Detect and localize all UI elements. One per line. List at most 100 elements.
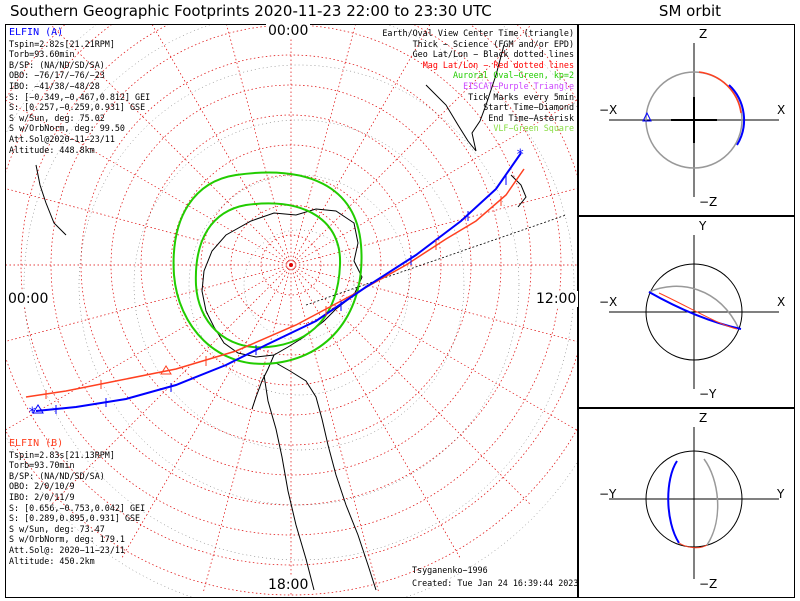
mag-lon-line	[6, 264, 292, 342]
mag-lon-line	[152, 25, 292, 266]
geo-lat-circle	[133, 119, 465, 451]
mag-lon-line	[226, 25, 292, 266]
geo-lat-circle	[78, 64, 520, 506]
elfin-a-line: Att.Sol@2020−11−23/11	[9, 133, 115, 144]
elfin-a-line: Torb=93.60min	[9, 49, 75, 60]
orbit-xz-elfin-a	[728, 84, 746, 146]
mag-lon-line	[290, 25, 532, 266]
elfin-a-line: S w/Sun, deg: 75.02	[9, 112, 105, 123]
orbit2-right: X	[777, 295, 786, 309]
orbit-xy-elfin-a	[648, 291, 742, 330]
elfin-a-header: ELFIN (A)	[9, 27, 64, 38]
clock-label-bottom: 18:00	[266, 577, 311, 593]
auroral-ovals	[172, 171, 363, 365]
mag-lat-circle	[80, 54, 502, 476]
south-america-west	[263, 374, 315, 591]
africa-coast	[35, 164, 67, 236]
mag-lat-circle	[20, 25, 562, 536]
orbit1-bottom: −Z	[699, 195, 718, 209]
mag-lon-line	[290, 264, 577, 342]
mag-lon-line	[202, 264, 292, 594]
orbit-xz-elfin-b	[698, 71, 742, 114]
page-title: Southern Geographic Footprints 2020-11-2…	[10, 2, 492, 20]
geo-latlon-grid	[6, 25, 577, 597]
footprint-map-frame: * * 00:00 00:00 12:00 18:00 ELFIN (A) Ts…	[5, 23, 579, 598]
elfin-a-track	[35, 152, 522, 412]
elfin-b-line: Torb=93.70min	[9, 460, 75, 471]
elfin-b-line: S: [0.656,−0.753,0.042] GEI	[9, 502, 146, 513]
elfin-a-line: S: [−0.349,−0.467,0.812] GEI	[9, 91, 151, 102]
legend-item: Thick − Science (FGM and/or EPD)	[412, 38, 574, 49]
south-america-coast	[275, 362, 377, 591]
orbit3-top: Z	[699, 411, 708, 425]
elfin-a-lines: Tspin=2.82s[21.21RPM] Torb=93.60min B/SP: …	[9, 39, 150, 156]
elfin-a-line: Tspin=2.82s[21.21RPM]	[9, 38, 115, 49]
orbit3-right: Y	[777, 487, 785, 501]
mag-lat-circle	[200, 174, 382, 356]
orbit2-top: Y	[699, 219, 707, 233]
elfin-a-center-triangle	[32, 404, 44, 414]
orbit-yz-elfin-b	[678, 542, 708, 549]
australia-coast	[425, 44, 505, 152]
elfin-a-line: OBO: −76/17/−76/−23	[9, 70, 105, 81]
orbit-panel-title: SM orbit	[658, 2, 722, 20]
elfin-b-ticks	[45, 196, 502, 399]
orbit-xz-ellipse	[645, 71, 743, 169]
elfin-b-lines: Tspin=2.83s[21.13RPM] Torb=93.70min B/SP: …	[9, 450, 145, 567]
legend-item: Geo Lat/Lon − Black dotted lines	[412, 49, 574, 60]
mag-lon-line	[50, 264, 292, 506]
elfin-b-line: S w/Sun, deg: 73.47	[9, 523, 105, 534]
orbit1-left: −X	[599, 103, 618, 117]
orbit1-right: X	[777, 103, 786, 117]
clock-label-top: 00:00	[266, 23, 311, 39]
mag-lon-line	[290, 25, 356, 266]
mag-lon-line	[120, 264, 292, 560]
orbit-xz-triangle	[642, 111, 652, 122]
orbit-xy-elfin-b	[658, 292, 738, 330]
auroral-oval-outer	[172, 171, 363, 365]
footprint-map: * *	[6, 25, 577, 597]
mag-lon-line	[6, 264, 292, 430]
orbit-xy-earth	[645, 263, 743, 361]
mag-lon-line	[290, 264, 532, 506]
mag-lon-line	[6, 188, 292, 266]
elfin-a-start-asterisk: *	[516, 147, 524, 163]
mag-lon-line	[290, 25, 430, 266]
mag-lon-line	[290, 264, 462, 560]
model-credit: Tsyganenko−1996	[412, 565, 488, 575]
elfin-a-ticks	[55, 175, 507, 414]
elfin-b-info: ELFIN (B) Tspin=2.83s[21.13RPM] Torb=93.7…	[9, 438, 145, 567]
terminator-line	[305, 214, 567, 306]
mag-lon-line	[50, 25, 292, 266]
orbit2-bottom: −Y	[699, 387, 717, 401]
south-pole-marker	[289, 263, 293, 267]
legend-item: End Time−Asterisk	[488, 112, 574, 123]
elfin-b-line: OBO: 2/0/10/9	[9, 481, 75, 492]
clock-label-right: 12:00	[534, 291, 579, 307]
orbit-plot-yz	[609, 427, 779, 579]
geo-lat-circle	[188, 174, 410, 396]
orbit1-top: Z	[699, 27, 708, 41]
clock-label-left: 00:00	[6, 291, 51, 307]
legend-item: Earth/Oval View Center Time (triangle)	[382, 28, 574, 38]
elfin-a-end-asterisk: *	[28, 405, 36, 421]
legend-item: EISCAT−Purple Triangle	[463, 80, 574, 91]
elfin-a-line: S w/OrbNorm, deg: 99.50	[9, 123, 125, 134]
orbit3-bottom: −Z	[699, 577, 718, 591]
orbit-plot-xz	[609, 43, 779, 197]
mag-lon-line	[6, 100, 292, 266]
elfin-a-line: S: [0.257,−0.259,0.931] GSE	[9, 102, 146, 113]
created-timestamp: Created: Tue Jan 24 16:39:44 2023	[412, 578, 579, 588]
orbit2-left: −X	[599, 295, 618, 309]
legend-item: VLF−Green Square	[493, 123, 574, 134]
elfin-a-line: Altitude: 448.8km	[9, 144, 95, 155]
legend-item: Mag Lat/Lon − Red dotted lines	[422, 59, 574, 70]
satellite-footprint-tracks: * *	[25, 147, 525, 421]
elfin-b-line: S w/OrbNorm, deg: 179.1	[9, 534, 125, 545]
new-zealand-coast	[510, 174, 527, 208]
legend-item: Start Time−Diamond	[483, 102, 574, 113]
legend-item: Tick Marks every 5min	[468, 91, 574, 102]
mag-lat-circle	[140, 114, 442, 416]
elfin-b-line: B/SP: (NA/ND/SD/SA)	[9, 470, 105, 481]
elfin-b-line: Altitude: 450.2km	[9, 555, 95, 566]
